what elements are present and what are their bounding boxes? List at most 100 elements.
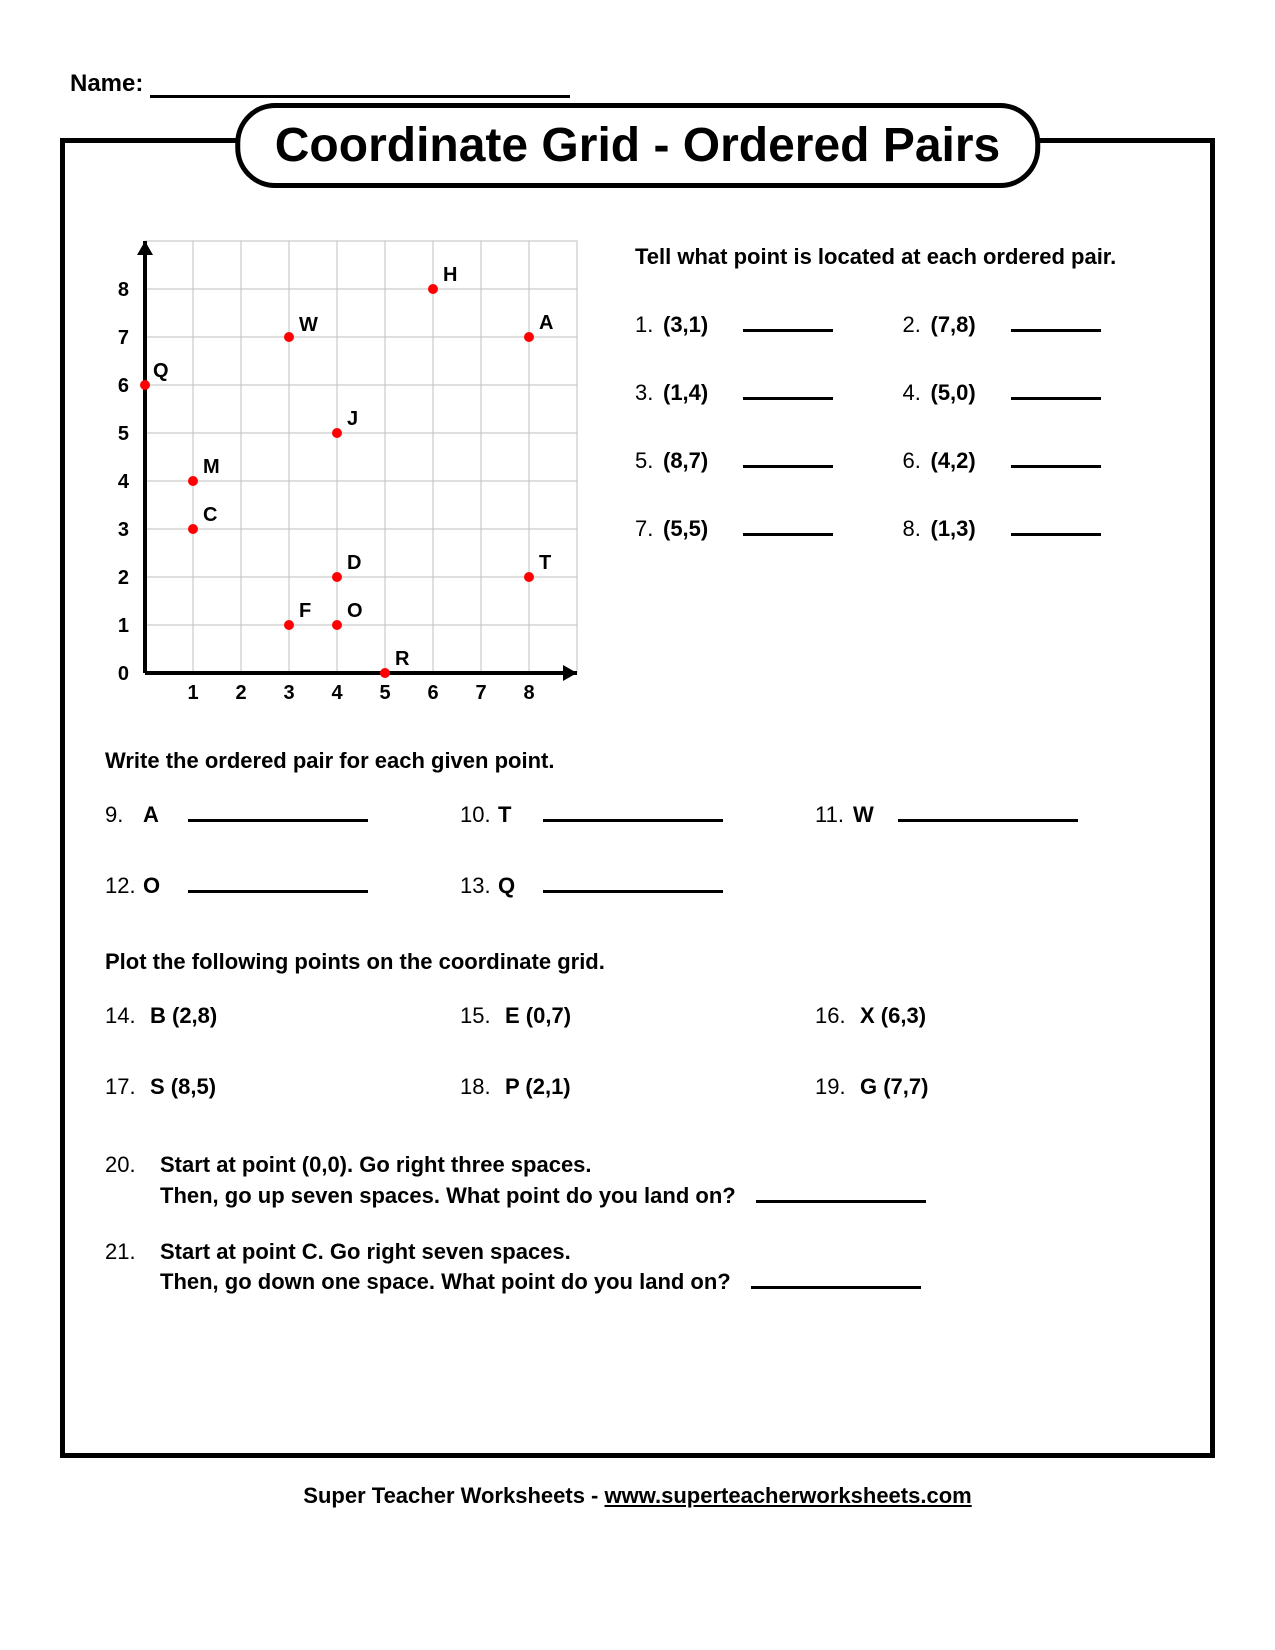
svg-text:5: 5	[379, 682, 390, 704]
question-number: 6.	[903, 448, 931, 474]
svg-text:6: 6	[427, 682, 438, 704]
question-number: 2.	[903, 312, 931, 338]
plot-point: E (0,7)	[505, 1003, 571, 1029]
svg-text:R: R	[395, 648, 410, 670]
ordered-pair: (4,2)	[931, 448, 991, 474]
plot-item: 15.E (0,7)	[460, 1003, 815, 1029]
plot-point: X (6,3)	[860, 1003, 926, 1029]
svg-text:J: J	[347, 408, 358, 430]
answer-blank[interactable]	[543, 804, 723, 822]
plot-item: 18.P (2,1)	[460, 1074, 815, 1100]
ordered-pair: (1,4)	[663, 380, 723, 406]
ordered-pair: (7,8)	[931, 312, 991, 338]
svg-text:A: A	[539, 312, 553, 334]
point-letter: T	[498, 802, 533, 828]
worksheet-frame: Coordinate Grid - Ordered Pairs 01122334…	[60, 138, 1215, 1458]
ordered-pair: (1,3)	[931, 516, 991, 542]
word-problem-text: Start at point (0,0). Go right three spa…	[160, 1150, 1170, 1212]
svg-text:7: 7	[118, 327, 129, 349]
answer-blank[interactable]	[1011, 314, 1101, 332]
question-number: 17.	[105, 1074, 150, 1100]
footer: Super Teacher Worksheets - www.superteac…	[60, 1483, 1215, 1509]
footer-url: www.superteacherworksheets.com	[604, 1483, 971, 1508]
question-number: 8.	[903, 516, 931, 542]
plot-item: 19.G (7,7)	[815, 1074, 1170, 1100]
question-item: 8.(1,3)	[903, 516, 1171, 542]
question-number: 7.	[635, 516, 663, 542]
question-number: 15.	[460, 1003, 505, 1029]
svg-text:O: O	[347, 600, 363, 622]
question-number: 11.	[815, 802, 853, 828]
ordered-pair: (5,0)	[931, 380, 991, 406]
svg-text:0: 0	[118, 663, 129, 685]
question-number: 20.	[105, 1150, 160, 1212]
svg-text:Q: Q	[153, 360, 169, 382]
svg-text:7: 7	[475, 682, 486, 704]
question-item: 11.W	[815, 802, 1170, 828]
question-item: 13.Q	[460, 873, 815, 899]
question-number: 4.	[903, 380, 931, 406]
question-item: 1.(3,1)	[635, 312, 903, 338]
svg-text:C: C	[203, 504, 217, 526]
svg-text:4: 4	[331, 682, 343, 704]
plot-item: 16.X (6,3)	[815, 1003, 1170, 1029]
answer-blank[interactable]	[751, 1271, 921, 1289]
svg-text:2: 2	[118, 567, 129, 589]
svg-text:4: 4	[118, 471, 130, 493]
worksheet-title: Coordinate Grid - Ordered Pairs	[235, 103, 1040, 188]
svg-text:F: F	[299, 600, 311, 622]
word-problem: 20.Start at point (0,0). Go right three …	[105, 1150, 1170, 1212]
question-number: 3.	[635, 380, 663, 406]
answer-blank[interactable]	[743, 450, 833, 468]
question-number: 5.	[635, 448, 663, 474]
answer-blank[interactable]	[1011, 450, 1101, 468]
answer-blank[interactable]	[743, 518, 833, 536]
svg-text:1: 1	[187, 682, 198, 704]
point-letter: Q	[498, 873, 533, 899]
ordered-pair: (5,5)	[663, 516, 723, 542]
word-problem: 21.Start at point C. Go right seven spac…	[105, 1237, 1170, 1299]
ordered-pair: (3,1)	[663, 312, 723, 338]
answer-blank[interactable]	[188, 804, 368, 822]
name-blank[interactable]	[150, 76, 570, 98]
footer-prefix: Super Teacher Worksheets -	[303, 1483, 604, 1508]
question-number: 12.	[105, 873, 143, 899]
svg-text:8: 8	[523, 682, 534, 704]
question-item: 2.(7,8)	[903, 312, 1171, 338]
svg-text:M: M	[203, 456, 220, 478]
answer-blank[interactable]	[898, 804, 1078, 822]
svg-text:T: T	[539, 552, 551, 574]
svg-text:H: H	[443, 264, 457, 286]
question-item: 3.(1,4)	[635, 380, 903, 406]
question-item: 9.A	[105, 802, 460, 828]
svg-text:6: 6	[118, 375, 129, 397]
answer-blank[interactable]	[543, 875, 723, 893]
question-number: 9.	[105, 802, 143, 828]
answer-blank[interactable]	[743, 314, 833, 332]
plot-item: 14.B (2,8)	[105, 1003, 460, 1029]
svg-text:5: 5	[118, 423, 129, 445]
answer-blank[interactable]	[1011, 518, 1101, 536]
answer-blank[interactable]	[743, 382, 833, 400]
word-problem-text: Start at point C. Go right seven spaces.…	[160, 1237, 1170, 1299]
point-letter: O	[143, 873, 178, 899]
question-number: 13.	[460, 873, 498, 899]
question-item: 7.(5,5)	[635, 516, 903, 542]
answer-blank[interactable]	[188, 875, 368, 893]
plot-item: 17.S (8,5)	[105, 1074, 460, 1100]
answer-blank[interactable]	[1011, 382, 1101, 400]
question-number: 19.	[815, 1074, 860, 1100]
question-number: 10.	[460, 802, 498, 828]
question-item: 6.(4,2)	[903, 448, 1171, 474]
name-field: Name:	[70, 70, 1215, 98]
plot-point: S (8,5)	[150, 1074, 216, 1100]
point-letter: A	[143, 802, 178, 828]
svg-text:8: 8	[118, 279, 129, 301]
answer-blank[interactable]	[756, 1185, 926, 1203]
svg-text:3: 3	[118, 519, 129, 541]
svg-text:2: 2	[235, 682, 246, 704]
ordered-pair: (8,7)	[663, 448, 723, 474]
question-item: 5.(8,7)	[635, 448, 903, 474]
coordinate-grid: 01122334455667788QWHAJMCDTFOR	[105, 233, 605, 713]
svg-text:D: D	[347, 552, 361, 574]
